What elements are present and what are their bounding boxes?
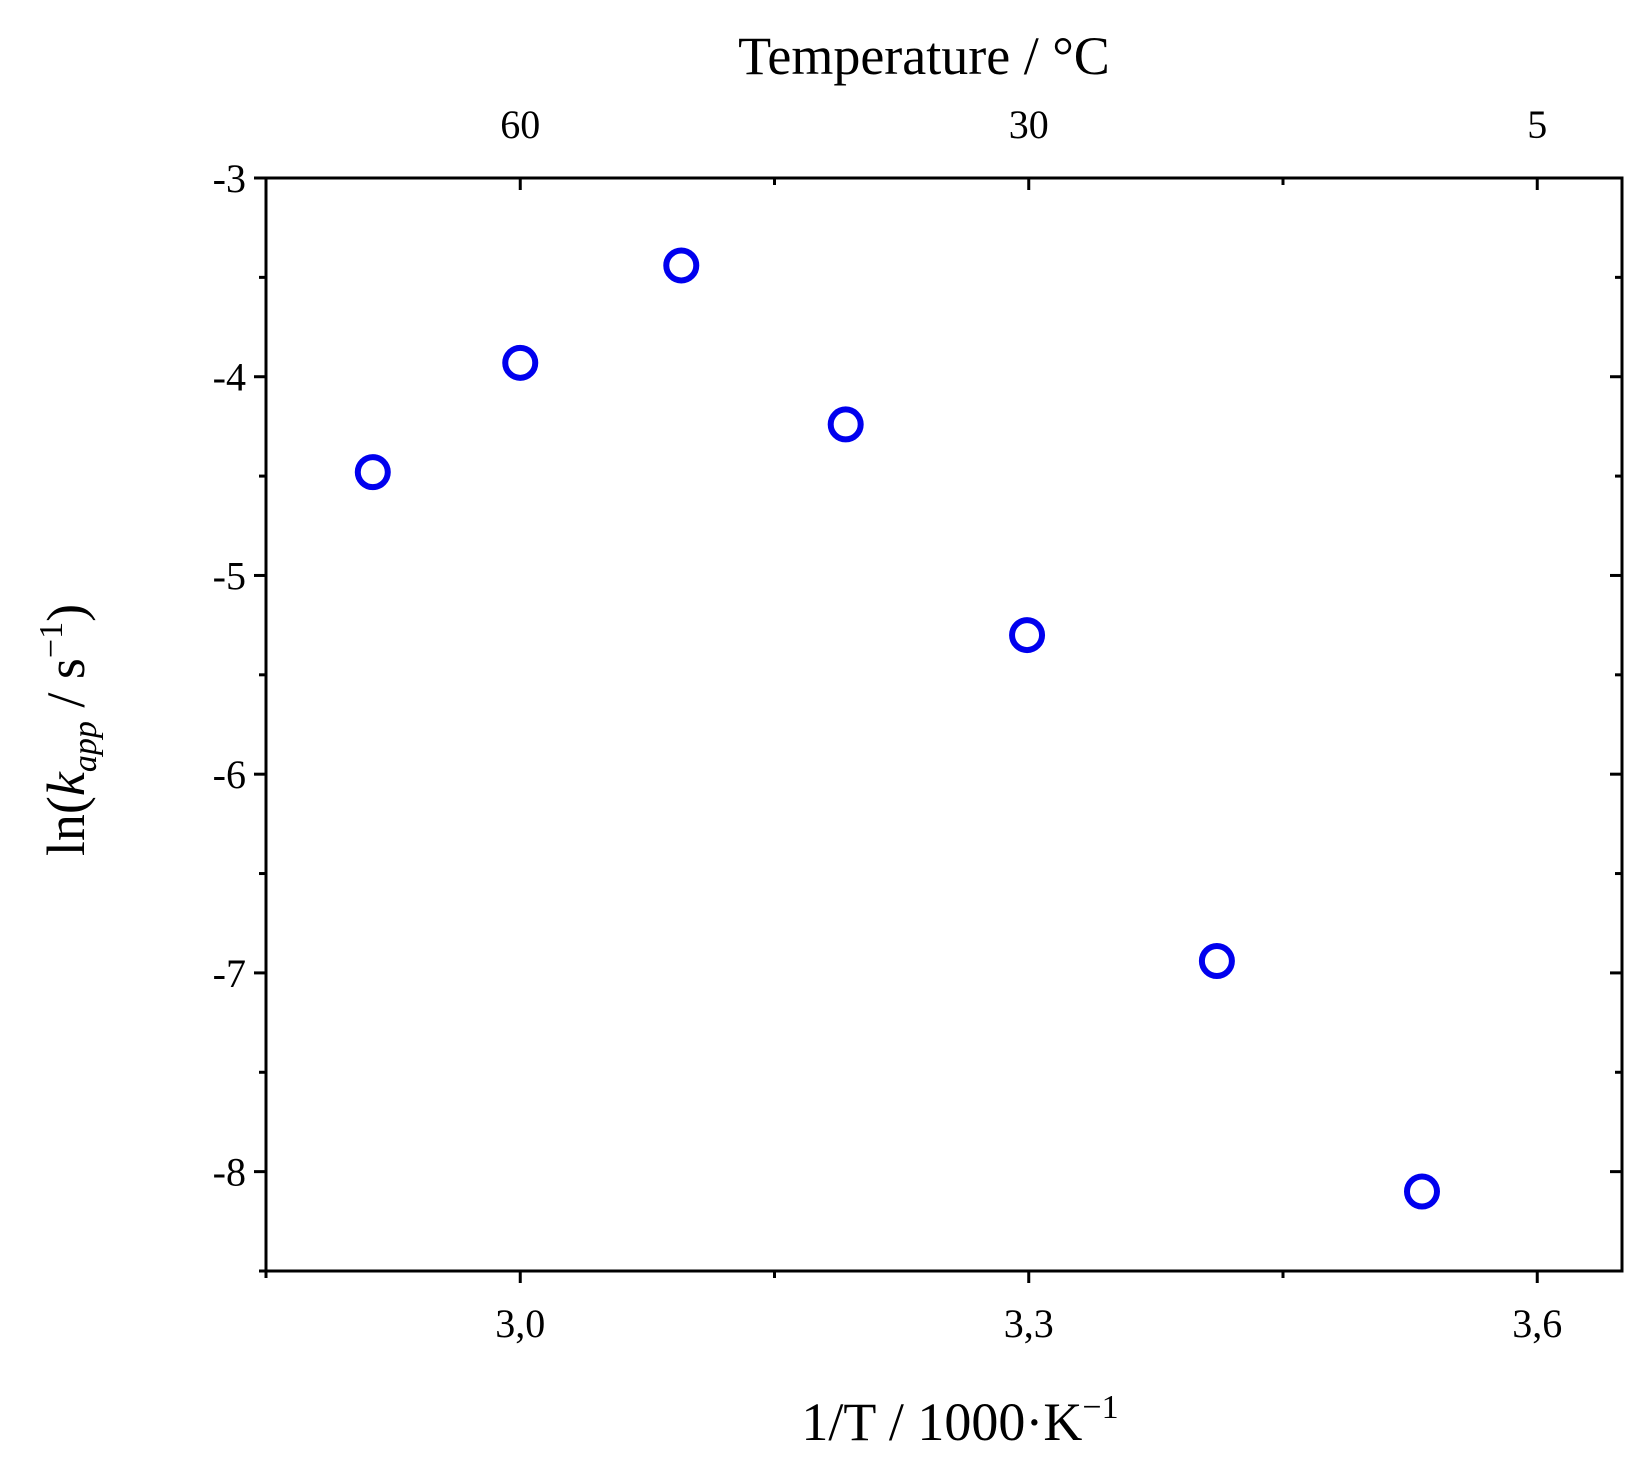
data-point bbox=[1403, 1173, 1440, 1210]
y-axis-title-post: ) bbox=[36, 604, 96, 622]
tick-labels: 3,0 3,3 3,6 60 30 5 -3 -4 -5 -6 -7 -8 bbox=[213, 102, 1563, 1346]
x-axis-title-sup: −1 bbox=[1082, 1389, 1118, 1426]
x-axis-title: 1/T / 1000·K−1 bbox=[801, 1389, 1118, 1452]
y-tick-label: -7 bbox=[213, 951, 246, 996]
top-tick-label: 30 bbox=[1009, 102, 1049, 147]
x-tick-label: 3,0 bbox=[495, 1301, 545, 1346]
y-tick-label: -5 bbox=[213, 553, 246, 598]
x-axis-title-main: 1/T / 1000·K bbox=[801, 1392, 1082, 1452]
y-axis-title-sub: app bbox=[67, 721, 104, 772]
y-tick-label: -6 bbox=[213, 752, 246, 797]
data-points bbox=[354, 247, 1440, 1210]
y-axis-title-pre: ln( bbox=[36, 796, 96, 856]
y-tick-label: -3 bbox=[213, 156, 246, 201]
x-tick-label: 3,3 bbox=[1004, 1301, 1054, 1346]
y-tick-label: -8 bbox=[213, 1150, 246, 1195]
top-tick-label: 60 bbox=[500, 102, 540, 147]
data-point bbox=[502, 344, 539, 381]
data-point bbox=[1009, 617, 1046, 654]
top-tick-label: 5 bbox=[1527, 102, 1547, 147]
y-axis-title-k: k bbox=[36, 771, 96, 796]
data-point bbox=[663, 247, 700, 284]
top-axis-title: Temperature / °C bbox=[738, 26, 1110, 86]
y-axis-title: ln(kapp / s−1) bbox=[33, 604, 104, 856]
plot-frame bbox=[264, 176, 1624, 1273]
tick-marks bbox=[254, 176, 1622, 1283]
x-tick-label: 3,6 bbox=[1512, 1301, 1562, 1346]
data-point bbox=[827, 406, 864, 443]
y-axis-title-sup: −1 bbox=[33, 622, 70, 658]
data-point bbox=[1198, 942, 1235, 979]
data-point bbox=[354, 454, 391, 491]
y-axis-title-mid: / s bbox=[36, 658, 96, 721]
y-tick-label: -4 bbox=[213, 355, 246, 400]
